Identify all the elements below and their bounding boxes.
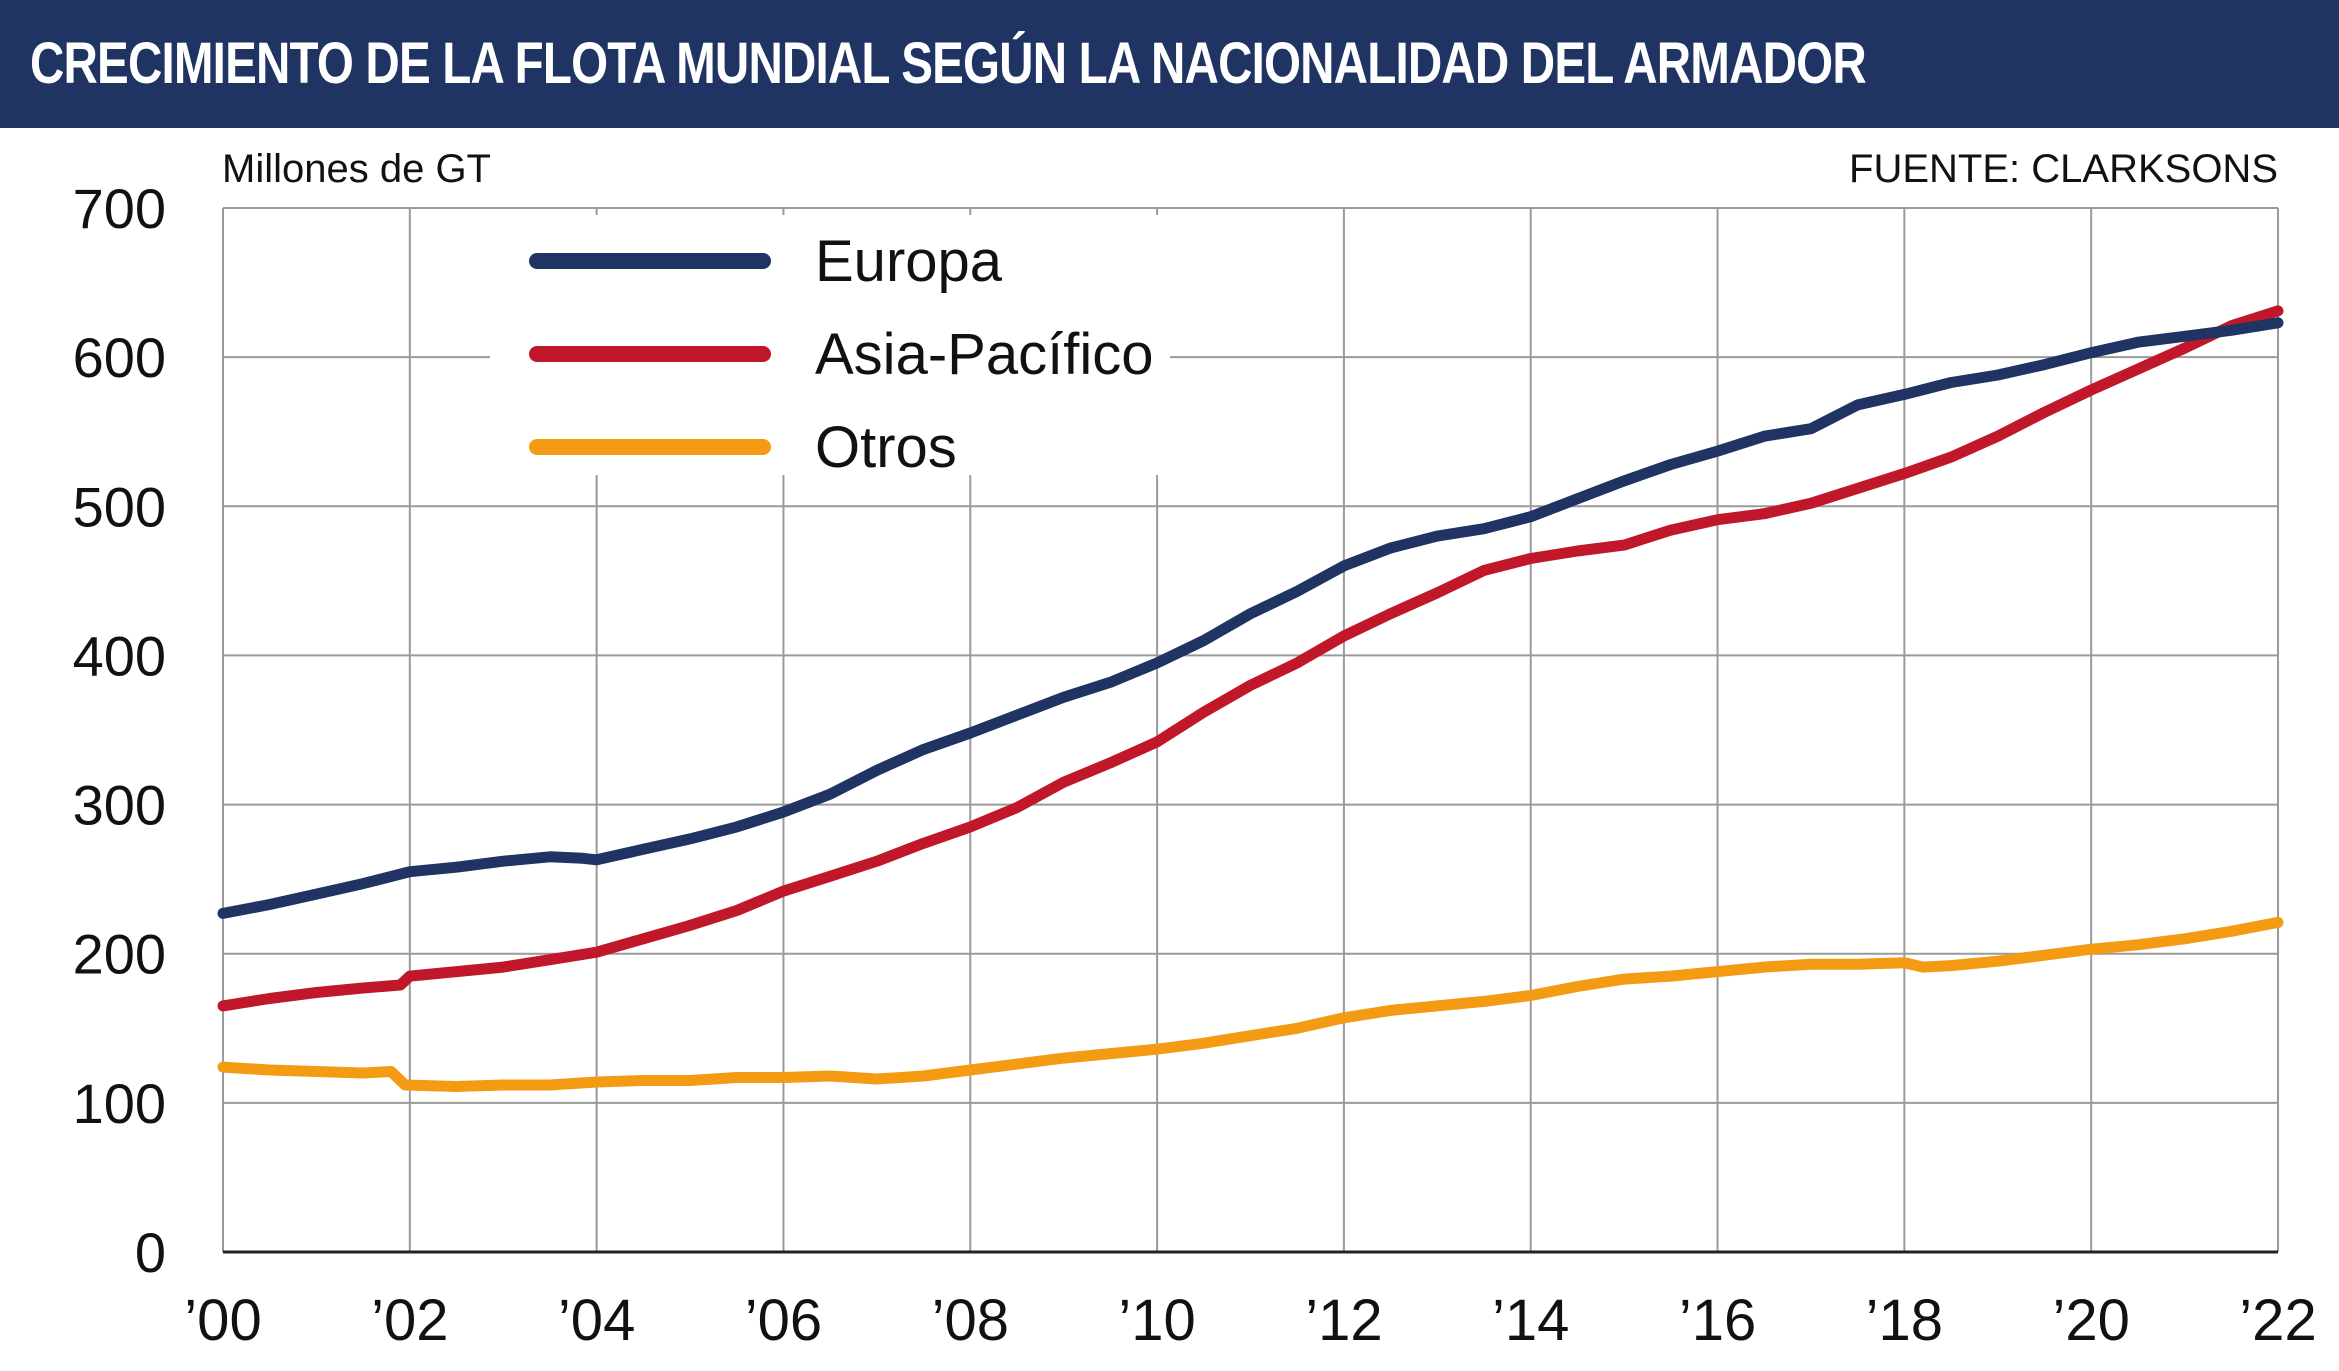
x-tick-label: ’12	[1305, 1288, 1382, 1353]
x-tick-label: ’10	[1118, 1288, 1195, 1353]
series-line-otros	[217, 916, 2284, 1092]
series-line-asia-pac-fico	[217, 305, 2284, 1012]
x-tick-label: ’16	[1679, 1288, 1756, 1353]
series-line-europa	[217, 317, 2284, 919]
x-tick-label: ’02	[371, 1288, 448, 1353]
y-tick-label: 200	[73, 923, 166, 986]
x-tick-label: ’08	[932, 1288, 1009, 1353]
x-tick-label: ’18	[1866, 1288, 1943, 1353]
x-tick-label: ’14	[1492, 1288, 1569, 1353]
x-tick-label: ’06	[745, 1288, 822, 1353]
x-tick-label: ’22	[2239, 1288, 2316, 1353]
series-layer	[217, 305, 2284, 1092]
unit-label: Millones de GT	[222, 147, 491, 191]
legend-label: Otros	[815, 415, 957, 480]
y-tick-label: 100	[73, 1072, 166, 1135]
title-bar: CRECIMIENTO DE LA FLOTA MUNDIAL SEGÚN LA…	[0, 0, 2339, 128]
y-tick-label: 400	[73, 624, 166, 687]
y-tick-label: 300	[73, 774, 166, 837]
y-tick-label: 0	[135, 1221, 166, 1284]
chart-title: CRECIMIENTO DE LA FLOTA MUNDIAL SEGÚN LA…	[30, 31, 1867, 96]
x-tick-label: ’04	[558, 1288, 635, 1353]
x-tick-label: ’20	[2052, 1288, 2129, 1353]
legend-label: Europa	[815, 229, 1003, 294]
y-tick-label: 600	[73, 326, 166, 389]
y-tick-label: 500	[73, 475, 166, 538]
x-tick-label: ’00	[184, 1288, 261, 1353]
axis-layer: 0 100 200 300 400 500 600 700 ’00 ’02 ’04 ’06 ’08 ’10…	[73, 177, 2317, 1353]
legend: Europa Asia-Pacífico Otros	[529, 229, 1153, 480]
source-label: FUENTE: CLARKSONS	[1849, 147, 2278, 191]
legend-label: Asia-Pacífico	[815, 322, 1153, 387]
y-tick-label: 700	[73, 177, 166, 240]
